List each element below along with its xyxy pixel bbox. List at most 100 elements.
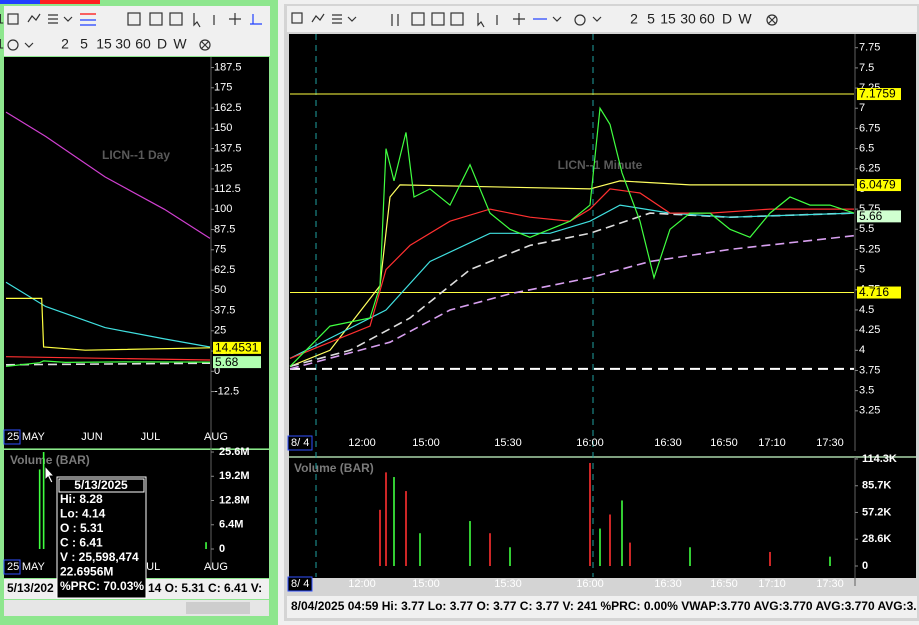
indicator-line bbox=[6, 297, 211, 351]
indicator-line bbox=[289, 204, 855, 359]
x-tick-label: 15:30 bbox=[494, 578, 522, 590]
y-tick-label: 28.6K bbox=[862, 533, 891, 545]
x-tick-label: JUL bbox=[141, 431, 161, 443]
y-tick-label: 25.6M bbox=[219, 446, 250, 458]
x-tick-label: 17:30 bbox=[816, 578, 844, 590]
scroll-thumb[interactable] bbox=[186, 602, 250, 614]
y-tick-label: 62.5 bbox=[214, 264, 235, 276]
y-tick-label: 0 bbox=[219, 543, 225, 555]
y-tick-label: 114.3K bbox=[862, 453, 897, 465]
x-tick-label: JUN bbox=[81, 431, 102, 443]
start-label: 25 bbox=[7, 561, 19, 573]
y-tick-label: 37.5 bbox=[214, 304, 235, 316]
tooltip-line: Hi: 8.28 bbox=[60, 492, 103, 506]
timeframe-button[interactable]: W bbox=[173, 36, 187, 52]
start-label: 8/ 4 bbox=[291, 437, 309, 449]
indicator-line bbox=[289, 234, 855, 370]
timeframe-button[interactable]: 15 bbox=[660, 11, 676, 27]
indicator-line bbox=[5, 356, 211, 361]
price-tag-label: 7.1759 bbox=[859, 87, 896, 101]
y-tick-label: 187.5 bbox=[214, 61, 242, 73]
y-tick-label: 6.4M bbox=[219, 519, 243, 531]
tooltip-line: %PRC: 70.03% bbox=[60, 579, 144, 593]
status-text: 5/13/202 bbox=[7, 581, 54, 595]
y-tick-label: 57.2K bbox=[862, 506, 891, 518]
volume-bar bbox=[38, 469, 41, 549]
date-box bbox=[3, 559, 21, 575]
volume-bar bbox=[829, 556, 831, 566]
left-toolbar[interactable] bbox=[4, 6, 270, 56]
y-tick-label: 0 bbox=[214, 365, 220, 377]
y-tick-label: 50 bbox=[214, 284, 226, 296]
price-tag bbox=[857, 88, 901, 101]
timeframe-button[interactable]: D bbox=[157, 36, 167, 52]
timeframe-button[interactable]: 2 bbox=[61, 36, 69, 52]
x-tick-label: 12:00 bbox=[348, 437, 376, 449]
volume-bar bbox=[489, 533, 491, 566]
indicator-line bbox=[5, 362, 211, 366]
timeframe-button[interactable]: 15 bbox=[96, 36, 112, 52]
y-tick-label: 7 bbox=[859, 102, 865, 114]
timeframe-button[interactable]: 1 bbox=[0, 11, 4, 27]
y-tick-label: 6.25 bbox=[859, 163, 880, 175]
price-tag-label: 5.66 bbox=[859, 209, 883, 223]
y-tick-label: 4.25 bbox=[859, 324, 880, 336]
x-tick-label: 16:00 bbox=[576, 578, 604, 590]
date-box bbox=[287, 576, 313, 592]
right-toolbar[interactable] bbox=[287, 6, 917, 32]
price-tag-label: 4.716 bbox=[859, 285, 889, 299]
y-tick-label: 5.25 bbox=[859, 243, 880, 255]
right-chart-area bbox=[289, 34, 916, 456]
price-tag bbox=[857, 286, 901, 299]
x-tick-label: AUG bbox=[204, 431, 228, 443]
y-tick-label: -12.5 bbox=[214, 385, 239, 397]
volume-bar bbox=[469, 521, 471, 566]
x-tick-label: 16:50 bbox=[710, 578, 738, 590]
volume-bar bbox=[621, 500, 623, 566]
y-tick-label: 87.5 bbox=[214, 223, 235, 235]
price-tag-label: 5.68 bbox=[215, 355, 239, 369]
y-tick-label: 3.25 bbox=[859, 405, 880, 417]
volume-title: Volume (BAR) bbox=[10, 453, 90, 467]
y-tick-label: 3.75 bbox=[859, 364, 880, 376]
x-tick-label: 17:10 bbox=[758, 437, 786, 449]
x-tick-label: MAY bbox=[22, 561, 46, 573]
volume-bar bbox=[609, 514, 611, 566]
left-chart-area bbox=[4, 57, 269, 448]
toolbar-icons[interactable] bbox=[7, 12, 778, 51]
y-tick-label: 6.75 bbox=[859, 122, 880, 134]
price-tag bbox=[857, 179, 901, 192]
timeframe-button[interactable]: 2 bbox=[630, 11, 638, 27]
timeframe-button[interactable]: 5 bbox=[80, 36, 88, 52]
tooltip-line: Lo: 4.14 bbox=[60, 507, 106, 521]
watermark: LICN--1 Minute bbox=[558, 158, 643, 172]
tooltip-line: O : 5.31 bbox=[60, 521, 104, 535]
tooltip bbox=[56, 476, 147, 599]
timeframe-button[interactable]: 60 bbox=[699, 11, 715, 27]
timeframe-button[interactable]: 5 bbox=[647, 11, 655, 27]
tooltip-line: C : 6.41 bbox=[60, 536, 103, 550]
start-label: 8/ 4 bbox=[291, 578, 309, 590]
start-label: 25 bbox=[7, 431, 19, 443]
color-strip bbox=[0, 0, 40, 4]
x-tick-label: 16:00 bbox=[576, 437, 604, 449]
x-tick-label: 16:30 bbox=[654, 437, 682, 449]
indicator-line bbox=[5, 360, 211, 367]
timeframe-button[interactable]: 30 bbox=[115, 36, 131, 52]
timeframe-button[interactable]: 30 bbox=[680, 11, 696, 27]
timeframe-button[interactable]: W bbox=[738, 11, 752, 27]
price-tag-label: 14.4531 bbox=[215, 341, 259, 355]
volume-bar bbox=[419, 533, 421, 566]
x-tick-label: 17:30 bbox=[816, 437, 844, 449]
y-tick-label: 12.8M bbox=[219, 494, 250, 506]
timeframe-button[interactable]: 1 bbox=[0, 36, 4, 52]
timeframe-button[interactable]: 60 bbox=[135, 36, 151, 52]
tooltip-line: V : 25,598,474 bbox=[60, 550, 139, 564]
volume-bar bbox=[405, 491, 407, 566]
status-text: 14 O: 5.31 C: 6.41 V: bbox=[148, 581, 262, 595]
timeframe-button[interactable]: D bbox=[722, 11, 732, 27]
x-tick-label: 15:00 bbox=[412, 578, 440, 590]
y-tick-label: 3.5 bbox=[859, 385, 874, 397]
date-box bbox=[3, 429, 21, 445]
volume-bar bbox=[379, 509, 381, 566]
